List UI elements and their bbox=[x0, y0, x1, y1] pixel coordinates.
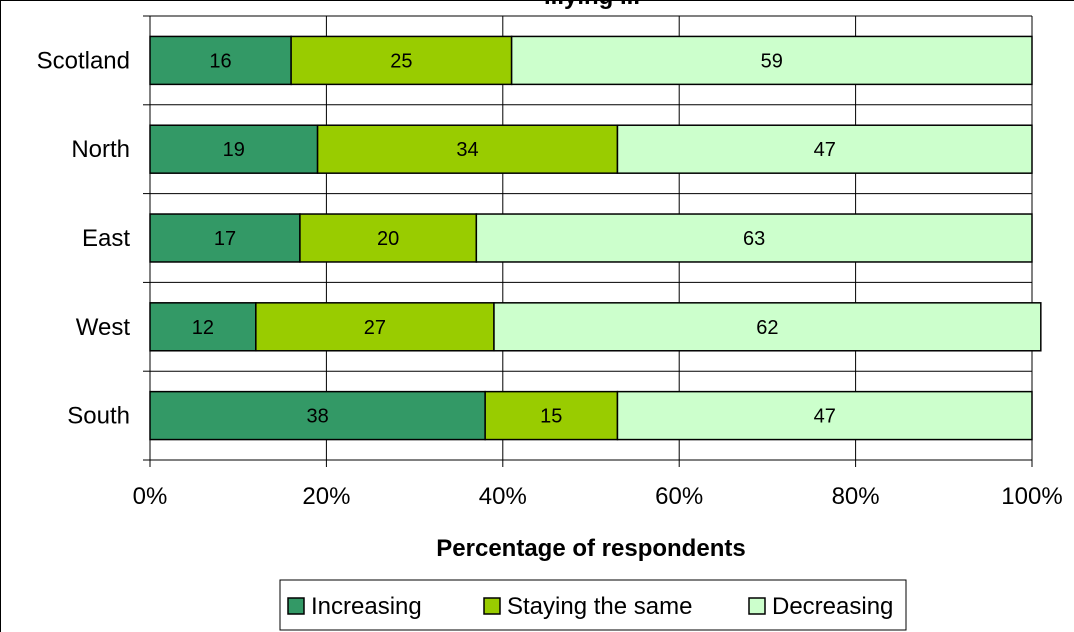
bar-segment bbox=[149, 390, 486, 441]
chart-title: ...ying ... bbox=[544, 0, 640, 10]
x-tick-label: 40% bbox=[479, 483, 527, 510]
category-label: West bbox=[76, 314, 131, 341]
x-tick-label: 20% bbox=[302, 483, 350, 510]
bar-segment bbox=[493, 302, 1042, 352]
bar-segment bbox=[149, 302, 257, 352]
data-label: 62 bbox=[756, 317, 778, 339]
x-tick-label: 0% bbox=[133, 483, 168, 510]
data-label: 34 bbox=[456, 139, 478, 161]
x-tick-label: 80% bbox=[832, 483, 880, 510]
data-label: 15 bbox=[540, 406, 562, 428]
x-tick-label: 100% bbox=[1001, 483, 1062, 510]
bar-segment bbox=[316, 124, 619, 174]
data-label: 17 bbox=[214, 228, 236, 250]
bar-segment bbox=[149, 35, 292, 86]
legend-box bbox=[279, 579, 907, 631]
data-label: 25 bbox=[390, 50, 412, 72]
data-label: 63 bbox=[743, 228, 765, 250]
legend-swatch bbox=[287, 597, 305, 615]
data-label: 16 bbox=[209, 50, 231, 72]
category-label: North bbox=[71, 136, 130, 163]
bar-segment bbox=[510, 35, 1033, 86]
x-tick-labels: 0% 20% 40% 60% 80% 100% bbox=[133, 483, 1063, 510]
data-label: 47 bbox=[814, 139, 836, 161]
bars: 16 25 59 19 34 47 17 20 63 12 27 62 38 15 47 bbox=[149, 35, 1042, 441]
x-axis-label: Percentage of respondents bbox=[436, 535, 745, 562]
data-label: 20 bbox=[377, 228, 399, 250]
bar-segment bbox=[149, 213, 301, 263]
data-label: 19 bbox=[223, 139, 245, 161]
category-label: South bbox=[67, 403, 130, 430]
x-tick-label: 60% bbox=[655, 483, 703, 510]
legend-label: Staying the same bbox=[507, 593, 692, 620]
data-label: 38 bbox=[306, 406, 328, 428]
legend-label: Increasing bbox=[311, 593, 422, 620]
legend: Increasing Staying the same Decreasing bbox=[279, 579, 907, 631]
bar-segment bbox=[616, 124, 1033, 174]
data-label: 27 bbox=[364, 317, 386, 339]
bar-segment bbox=[255, 302, 495, 352]
bar-segment bbox=[616, 390, 1033, 441]
bar-segment bbox=[149, 124, 319, 174]
data-label: 47 bbox=[814, 406, 836, 428]
bar-segment bbox=[299, 213, 478, 263]
legend-label: Decreasing bbox=[772, 593, 893, 620]
bar-segment bbox=[475, 213, 1033, 263]
bar-segment bbox=[484, 390, 619, 441]
category-label: Scotland bbox=[37, 47, 130, 74]
category-labels: Scotland North East West South bbox=[37, 47, 131, 429]
data-label: 59 bbox=[761, 50, 783, 72]
legend-swatch bbox=[748, 597, 766, 615]
category-label: East bbox=[82, 225, 130, 252]
legend-swatch bbox=[483, 597, 501, 615]
data-label: 12 bbox=[192, 317, 214, 339]
